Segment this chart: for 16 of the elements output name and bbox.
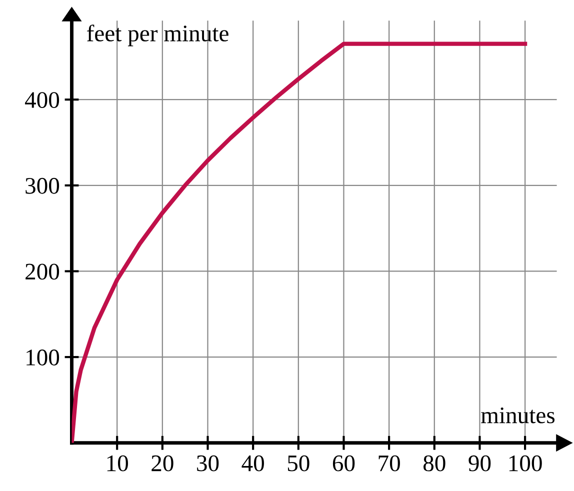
x-tick-label: 100 (509, 455, 542, 472)
x-tick-label: 80 (423, 455, 446, 472)
y-tick-label: 200 (26, 264, 60, 280)
x-tick-label: 30 (197, 455, 219, 472)
x-tick-label: 90 (468, 455, 491, 472)
y-tick-label: 400 (24, 92, 60, 108)
x-tick-label: 70 (378, 455, 400, 472)
y-tick-label: 300 (26, 178, 60, 194)
y-tick-label: 100 (26, 350, 60, 366)
x-tick-label: 50 (288, 455, 310, 472)
x-axis-title: minutes (481, 407, 555, 424)
x-tick-label: 10 (107, 455, 128, 472)
x-tick-label: 60 (332, 455, 355, 472)
x-tick-label: 20 (152, 455, 174, 472)
y-axis-title: feet per minute (87, 24, 228, 46)
x-tick-label: 40 (242, 455, 264, 472)
